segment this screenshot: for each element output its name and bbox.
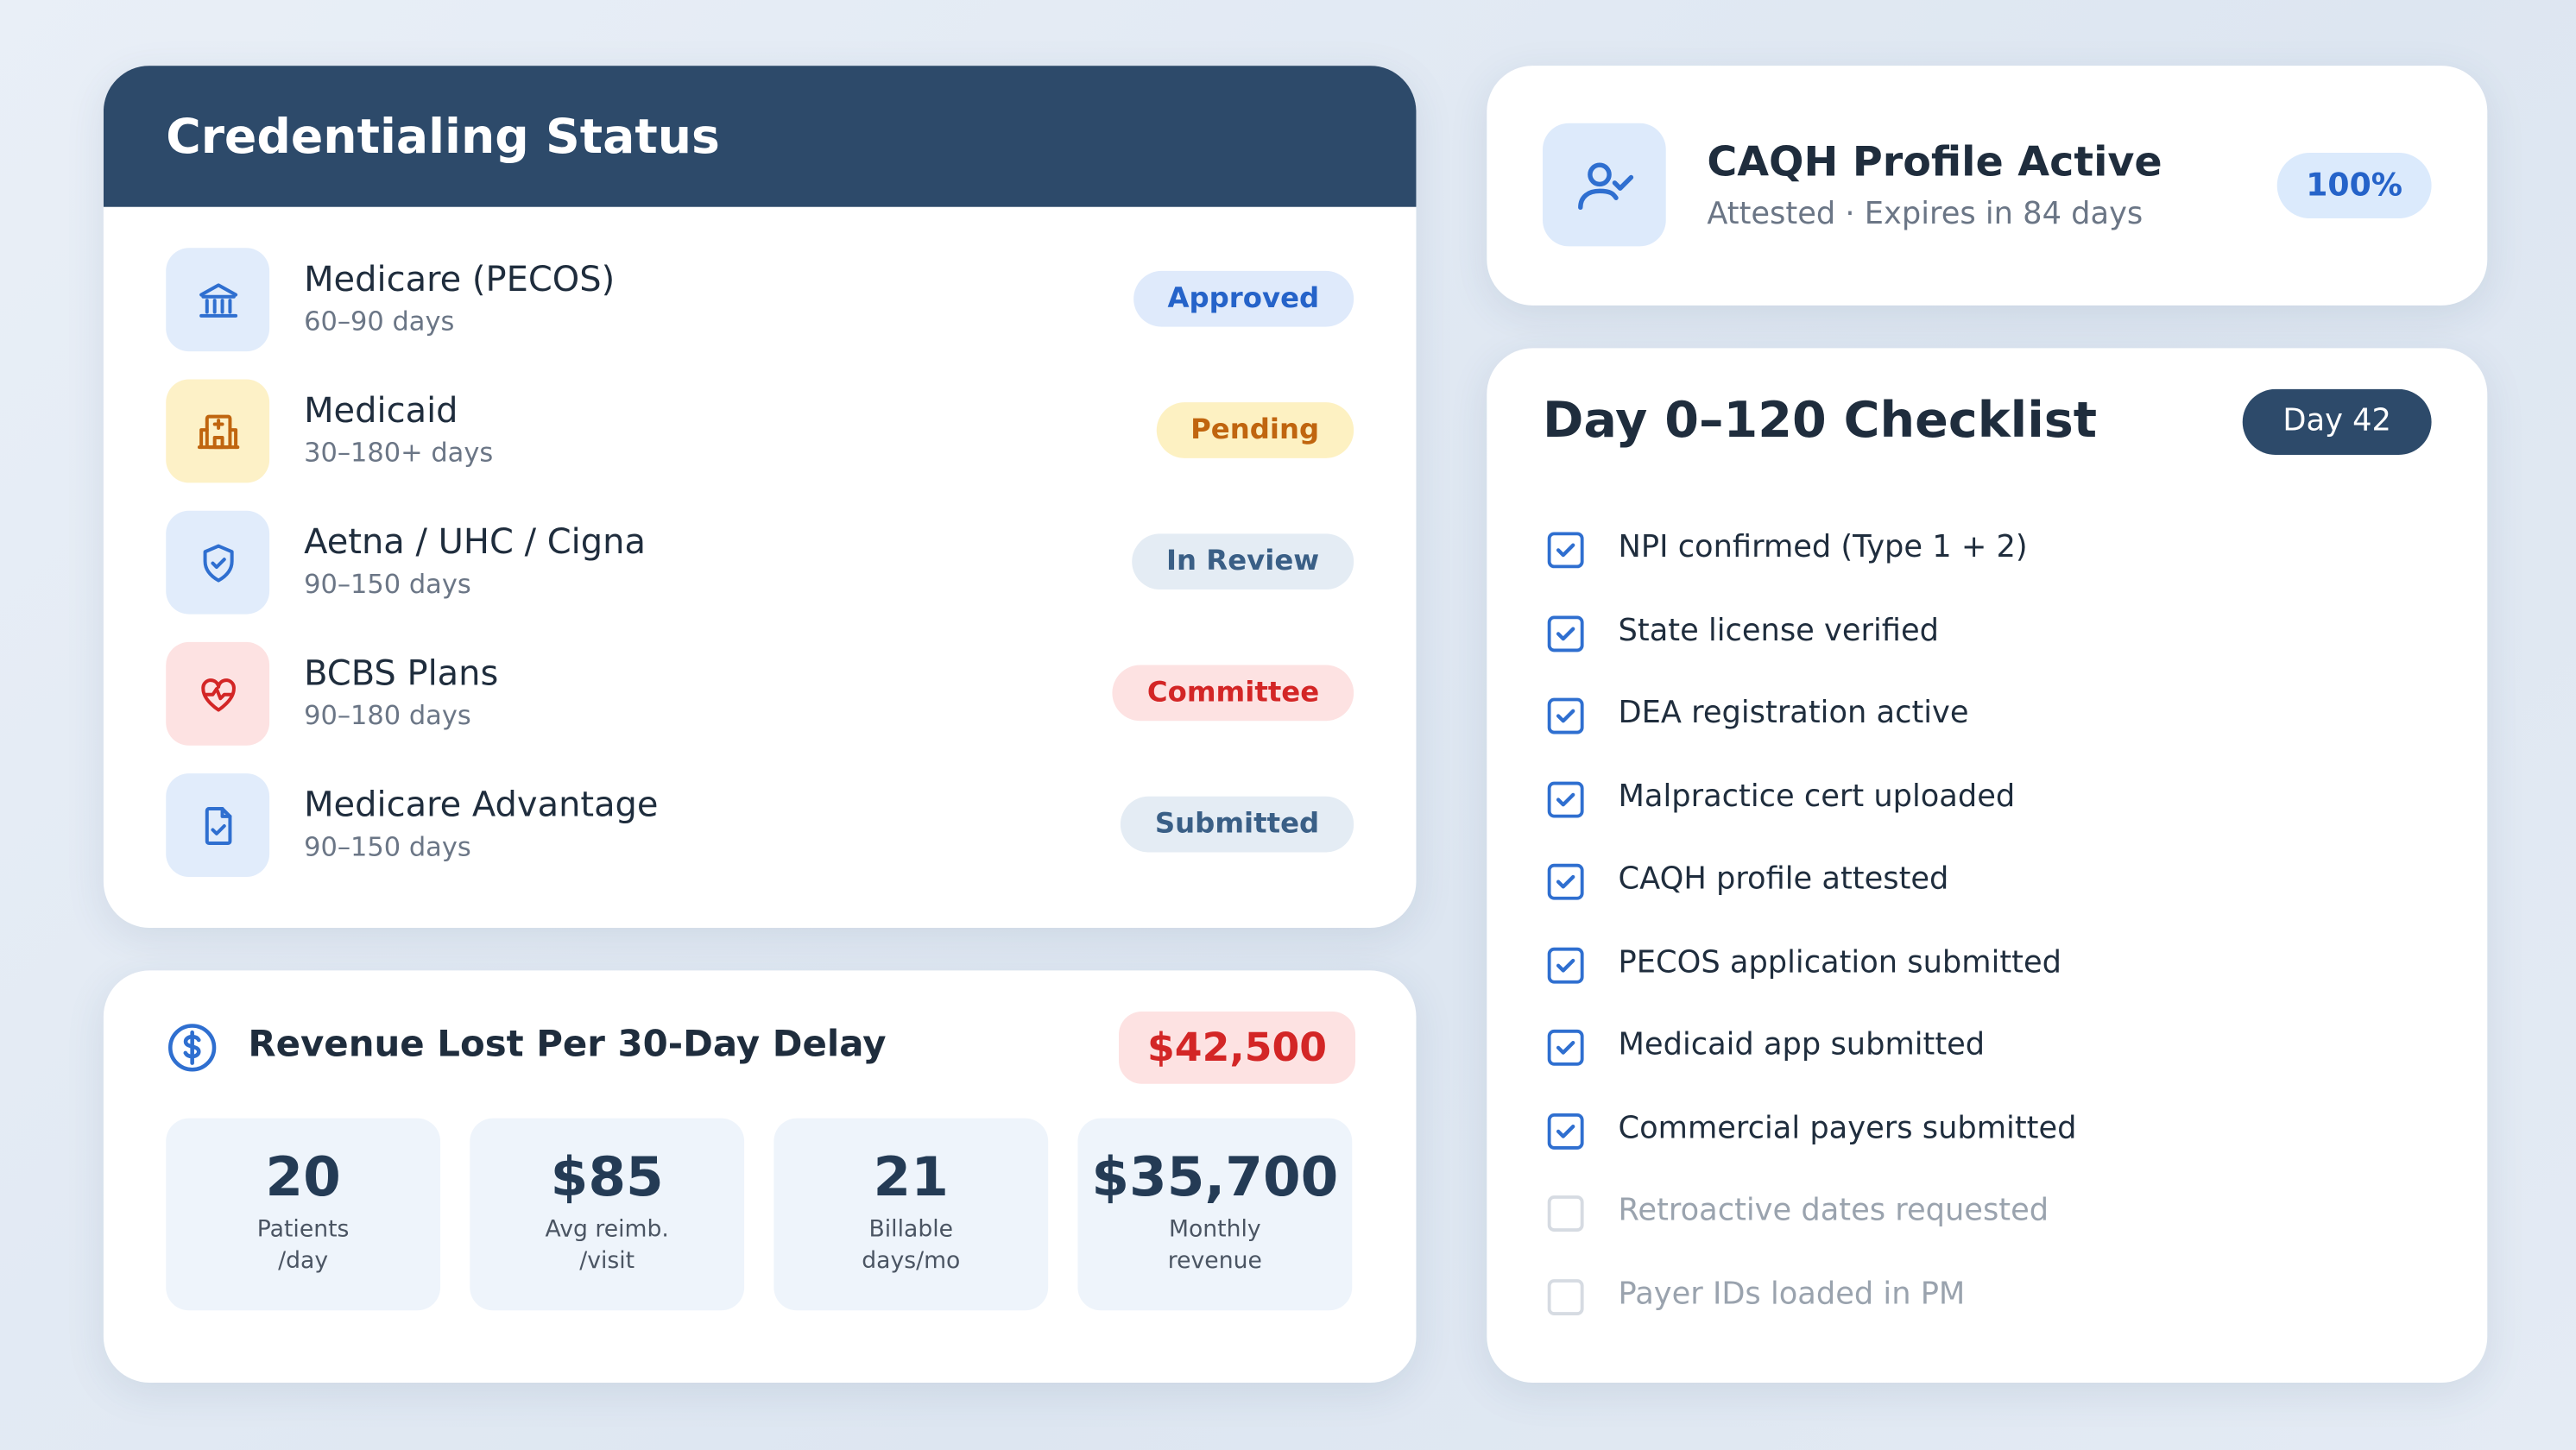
stat-label: revenue [1167, 1247, 1262, 1275]
stat-label: Avg reimb. [545, 1216, 669, 1244]
status-badge: Approved [1133, 270, 1354, 327]
checkbox-empty [1547, 1278, 1584, 1315]
payer-name: Medicaid [304, 390, 458, 431]
checkbox-checked [1547, 532, 1584, 569]
checklist-item: Retroactive dates requested [1618, 1194, 2049, 1229]
checkbox-checked [1547, 946, 1584, 983]
check-mark [1556, 1041, 1575, 1055]
payer-duration: 90–150 days [304, 830, 471, 862]
stat-value: 21 [873, 1144, 949, 1209]
checkbox-empty [1547, 1195, 1584, 1232]
stat-value: 20 [265, 1144, 341, 1209]
caqh-title: CAQH Profile Active [1707, 137, 2162, 186]
stat-label: /visit [579, 1247, 635, 1275]
payer-name: Aetna / UHC / Cigna [304, 522, 646, 562]
revenue-card: Revenue Lost Per 30-Day Delay $42,500 20… [103, 970, 1417, 1383]
check-mark [1556, 709, 1575, 723]
payer-icon [166, 773, 270, 877]
stat-tile: $85 Avg reimb. /visit [470, 1118, 745, 1311]
stat-tile: 21 Billable days/mo [773, 1118, 1049, 1311]
checklist-item: DEA registration active [1618, 696, 1969, 731]
checkbox-checked [1547, 863, 1584, 900]
payer-icon [166, 641, 270, 746]
checklist-item: State license verified [1618, 613, 1939, 648]
credentialing-card: Credentialing Status Medicare (PECOS) 60… [103, 66, 1417, 928]
day-badge: Day 42 [2242, 388, 2432, 456]
check-mark [1556, 626, 1575, 640]
check-mark [1556, 543, 1575, 558]
checkbox-checked [1547, 780, 1584, 817]
stat-value: $85 [550, 1144, 664, 1209]
payer-duration: 30–180+ days [304, 437, 494, 469]
payer-duration: 90–150 days [304, 568, 471, 600]
caqh-icon [1543, 123, 1666, 247]
stat-value: $35,700 [1091, 1144, 1339, 1209]
check-mark [1556, 874, 1575, 889]
checklist-item: NPI confirmed (Type 1 + 2) [1618, 530, 2028, 565]
check-mark [1556, 1124, 1575, 1138]
payer-duration: 60–90 days [304, 305, 455, 337]
revenue-title: Revenue Lost Per 30-Day Delay [248, 1024, 887, 1066]
checklist-item: PECOS application submitted [1618, 944, 2061, 980]
status-badge: In Review [1131, 533, 1354, 590]
checklist-item: Payer IDs loaded in PM [1618, 1277, 1966, 1312]
payer-icon [166, 379, 270, 483]
stat-label: /day [278, 1247, 329, 1275]
checkbox-checked [1547, 697, 1584, 734]
checklist-item: Commercial payers submitted [1618, 1111, 2077, 1146]
checklist-card: Day 0–120 Checklist Day 42 NPI confirmed… [1487, 348, 2488, 1383]
checklist-item: CAQH profile attested [1618, 861, 1949, 897]
stat-label: Monthly [1168, 1216, 1261, 1244]
check-mark [1556, 957, 1575, 972]
stat-label: Patients [256, 1216, 350, 1244]
stat-label: days/mo [862, 1247, 961, 1275]
dollar-icon [168, 1024, 217, 1072]
caqh-card: CAQH Profile Active Attested · Expires i… [1487, 66, 2488, 306]
stat-tile: 20 Patients/day [166, 1118, 441, 1311]
stat-label: Billable [868, 1216, 954, 1244]
checklist-item: Medicaid app submitted [1618, 1028, 1986, 1062]
payer-icon [166, 248, 270, 352]
check-mark [1556, 791, 1575, 806]
caqh-percent: 100% [2276, 152, 2432, 219]
checkbox-checked [1547, 1029, 1584, 1066]
revenue-total: $42,500 [1119, 1012, 1356, 1084]
status-badge: Submitted [1120, 796, 1354, 853]
payer-name: Medicare Advantage [304, 785, 659, 825]
status-badge: Committee [1112, 665, 1354, 722]
card-title: Credentialing Status [166, 108, 720, 165]
payer-name: BCBS Plans [304, 653, 499, 693]
checkbox-checked [1547, 615, 1584, 652]
checklist-title: Day 0–120 Checklist [1543, 392, 2098, 451]
stat-tile: $35,700 Monthly revenue [1077, 1118, 1353, 1311]
checklist-item: Malpractice cert uploaded [1618, 779, 2016, 814]
status-badge: Pending [1156, 402, 1354, 458]
payer-name: Medicare (PECOS) [304, 259, 616, 299]
payer-duration: 90–180 days [304, 699, 471, 731]
caqh-subtitle: Attested · Expires in 84 days [1707, 197, 2144, 232]
payer-icon [166, 510, 270, 615]
card-header: Credentialing Status [103, 66, 1417, 207]
checkbox-checked [1547, 1113, 1584, 1149]
